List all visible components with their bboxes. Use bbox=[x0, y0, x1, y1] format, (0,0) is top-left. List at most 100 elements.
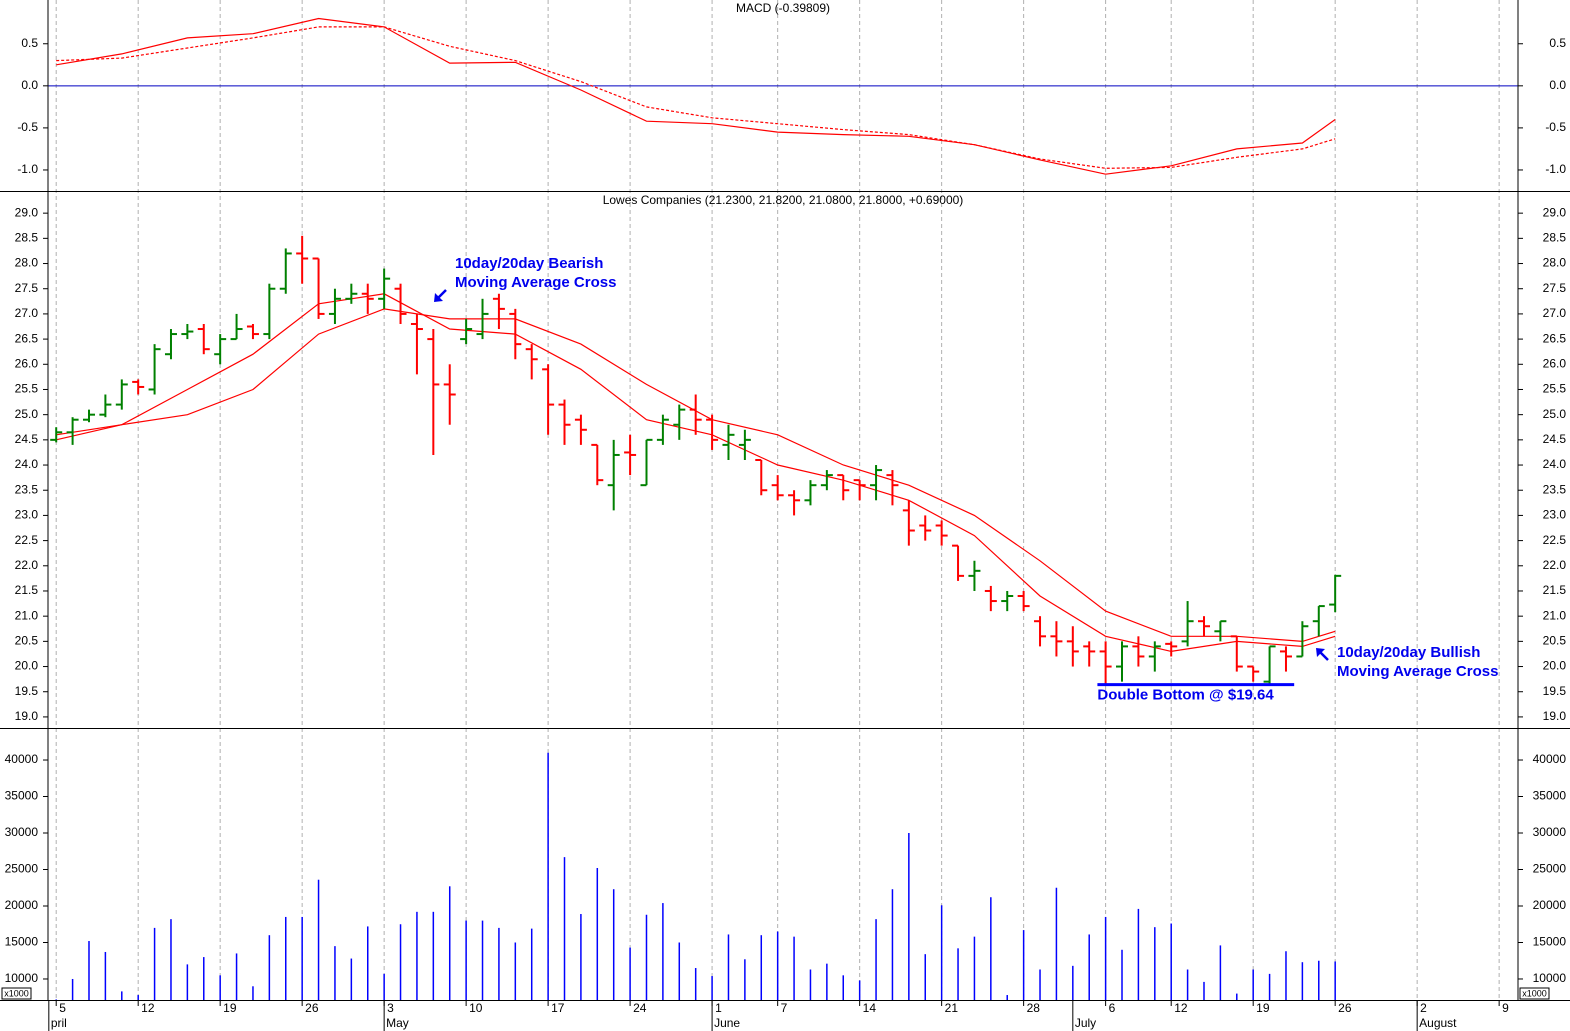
y-tick-label: 24.5 bbox=[15, 432, 39, 446]
annotation-arrow bbox=[434, 289, 447, 302]
y-tick-label: 40000 bbox=[1533, 752, 1567, 766]
x-tick-label: 17 bbox=[551, 1001, 565, 1015]
x-tick-label: 26 bbox=[305, 1001, 319, 1015]
y-tick-label: 28.5 bbox=[15, 231, 39, 245]
y-tick-label: -1.0 bbox=[17, 162, 38, 176]
y-tick-label: 26.5 bbox=[15, 331, 39, 345]
x-tick-label: 12 bbox=[1174, 1001, 1188, 1015]
y-tick-label: 19.5 bbox=[15, 684, 39, 698]
y-tick-label: -0.5 bbox=[17, 120, 38, 134]
y-tick-label: 25000 bbox=[5, 862, 39, 876]
x-tick-label: 5 bbox=[59, 1001, 66, 1015]
x-tick-label: 1 bbox=[715, 1001, 722, 1015]
y-tick-label: 23.0 bbox=[15, 508, 39, 522]
y-tick-label: 35000 bbox=[1533, 789, 1567, 803]
y-tick-label: 28.0 bbox=[15, 256, 39, 270]
x-tick-label: 2 bbox=[1420, 1001, 1427, 1015]
y-tick-label: 23.5 bbox=[1543, 482, 1567, 496]
x-tick-label: 24 bbox=[633, 1001, 647, 1015]
y-tick-label: 10000 bbox=[1533, 971, 1567, 985]
y-tick-label: 20000 bbox=[1533, 898, 1567, 912]
y-tick-label: 26.5 bbox=[1543, 331, 1567, 345]
y-tick-label: 27.0 bbox=[15, 306, 39, 320]
x-tick-label: 7 bbox=[781, 1001, 788, 1015]
y-tick-label: 30000 bbox=[1533, 825, 1567, 839]
y-tick-label: 19.0 bbox=[15, 709, 39, 723]
month-label: pril bbox=[51, 1016, 67, 1030]
y-tick-label: 15000 bbox=[5, 935, 39, 949]
support-label: Double Bottom @ $19.64 bbox=[1097, 687, 1274, 704]
y-tick-label: 27.5 bbox=[15, 281, 39, 295]
y-tick-label: 35000 bbox=[5, 789, 39, 803]
x-tick-label: 19 bbox=[223, 1001, 237, 1015]
y-tick-label: 22.0 bbox=[15, 558, 39, 572]
y-tick-label: -1.0 bbox=[1545, 162, 1566, 176]
month-label: May bbox=[386, 1016, 409, 1030]
y-tick-label: 0.0 bbox=[21, 78, 38, 92]
y-tick-label: 19.0 bbox=[1543, 709, 1567, 723]
y-tick-label: 28.5 bbox=[1543, 231, 1567, 245]
y-tick-label: 0.0 bbox=[1549, 78, 1566, 92]
y-tick-label: 30000 bbox=[5, 825, 39, 839]
y-tick-label: 29.0 bbox=[15, 205, 39, 219]
y-tick-label: 21.5 bbox=[1543, 583, 1567, 597]
y-tick-label: 25000 bbox=[1533, 862, 1567, 876]
y-tick-label: 25.5 bbox=[15, 382, 39, 396]
y-tick-label: 25.0 bbox=[15, 407, 39, 421]
month-label: June bbox=[714, 1016, 740, 1030]
y-tick-label: 20000 bbox=[5, 898, 39, 912]
y-tick-label: 22.5 bbox=[15, 533, 39, 547]
y-tick-label: 23.5 bbox=[15, 482, 39, 496]
macd-line bbox=[56, 26, 1336, 169]
y-tick-label: 24.0 bbox=[15, 457, 39, 471]
annotation: Moving Average Cross bbox=[455, 274, 616, 291]
y-tick-label: -0.5 bbox=[1545, 120, 1566, 134]
y-tick-label: 28.0 bbox=[1543, 256, 1567, 270]
macd-line bbox=[56, 17, 1336, 175]
x-tick-label: 6 bbox=[1109, 1001, 1116, 1015]
x-tick-label: 12 bbox=[141, 1001, 155, 1015]
y-tick-label: 19.5 bbox=[1543, 684, 1567, 698]
y-tick-label: 24.5 bbox=[1543, 432, 1567, 446]
y-tick-label: 20.0 bbox=[15, 659, 39, 673]
unit-label: x1000 bbox=[4, 988, 29, 998]
y-tick-label: 27.0 bbox=[1543, 306, 1567, 320]
y-tick-label: 21.5 bbox=[15, 583, 39, 597]
y-tick-label: 0.5 bbox=[1549, 36, 1566, 50]
y-tick-label: 0.5 bbox=[21, 36, 38, 50]
unit-label: x1000 bbox=[1522, 988, 1547, 998]
y-tick-label: 20.5 bbox=[15, 634, 39, 648]
panel-title: MACD (-0.39809) bbox=[736, 1, 830, 15]
y-tick-label: 15000 bbox=[1533, 935, 1567, 949]
unit-box bbox=[1, 987, 32, 1000]
y-tick-label: 24.0 bbox=[1543, 457, 1567, 471]
x-tick-label: 10 bbox=[469, 1001, 483, 1015]
x-tick-label: 19 bbox=[1256, 1001, 1270, 1015]
annotation: 10day/20day Bullish bbox=[1337, 644, 1480, 661]
x-tick-label: 3 bbox=[387, 1001, 394, 1015]
x-tick-label: 28 bbox=[1027, 1001, 1041, 1015]
x-tick-label: 26 bbox=[1338, 1001, 1352, 1015]
y-tick-label: 23.0 bbox=[1543, 508, 1567, 522]
y-tick-label: 20.0 bbox=[1543, 659, 1567, 673]
month-label: August bbox=[1419, 1016, 1457, 1030]
y-tick-label: 21.0 bbox=[1543, 608, 1567, 622]
y-tick-label: 25.0 bbox=[1543, 407, 1567, 421]
panel-title: Lowes Companies (21.2300, 21.8200, 21.08… bbox=[603, 193, 964, 207]
y-tick-label: 10000 bbox=[5, 971, 39, 985]
month-label: July bbox=[1075, 1016, 1096, 1030]
annotation: 10day/20day Bearish bbox=[455, 255, 603, 272]
annotation: Moving Average Cross bbox=[1337, 663, 1498, 680]
y-tick-label: 21.0 bbox=[15, 608, 39, 622]
y-tick-label: 40000 bbox=[5, 752, 39, 766]
y-tick-label: 25.5 bbox=[1543, 382, 1567, 396]
y-tick-label: 22.0 bbox=[1543, 558, 1567, 572]
x-tick-label: 21 bbox=[945, 1001, 959, 1015]
y-tick-label: 22.5 bbox=[1543, 533, 1567, 547]
y-tick-label: 26.0 bbox=[1543, 356, 1567, 370]
x-tick-label: 14 bbox=[863, 1001, 877, 1015]
y-tick-label: 27.5 bbox=[1543, 281, 1567, 295]
